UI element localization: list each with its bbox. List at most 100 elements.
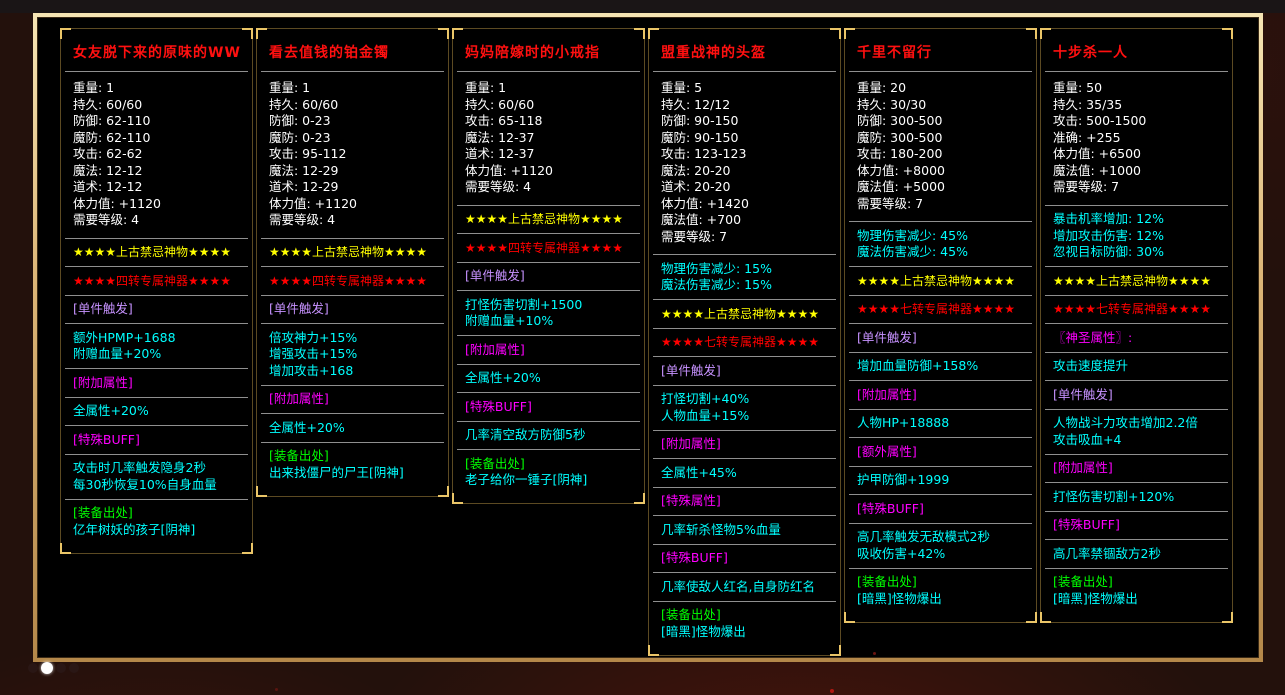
section-divider <box>457 290 640 291</box>
panel-corner-br-icon <box>1026 611 1037 623</box>
panel-corner-br-icon <box>438 485 449 497</box>
stat-line: 需要等级: 4 <box>73 212 140 227</box>
section-divider <box>849 71 1032 72</box>
item-section: 全属性+20% <box>463 365 634 393</box>
section-divider <box>261 413 444 414</box>
attr-line: 魔法伤害减少: 45% <box>857 244 968 259</box>
section-divider <box>1045 71 1228 72</box>
panel-corner-bl-icon <box>60 542 71 554</box>
item-section: [单件触发] <box>71 296 242 324</box>
section-divider <box>261 266 444 267</box>
panel-corner-bl-icon <box>1040 611 1051 623</box>
section-divider <box>849 266 1032 267</box>
stat-line: 魔防: 90-150 <box>661 129 739 145</box>
item-title: 十步杀一人 <box>1053 45 1128 61</box>
attr-line: 魔法伤害减少: 15% <box>661 277 772 292</box>
section-divider <box>65 323 248 324</box>
top-strip <box>0 0 1285 13</box>
stars-line: ★★★★上古禁忌神物★★★★ <box>1053 273 1212 288</box>
item-title: 盟重战神的头盔 <box>661 45 766 61</box>
stat-line: 持久: 35/35 <box>1053 96 1123 112</box>
item-section: ★★★★上古禁忌神物★★★★ <box>267 239 438 267</box>
item-section: 高几率禁锢敌方2秒 <box>1051 540 1222 568</box>
item-section: [单件触发] <box>463 263 634 291</box>
page-dot-3[interactable] <box>56 663 66 673</box>
section-divider <box>849 323 1032 324</box>
item-section: ★★★★七转专属神器★★★★ <box>659 329 830 357</box>
stat-line: 重量: 50 <box>1053 80 1103 95</box>
stat-line: 攻击: 62-62 <box>73 146 143 161</box>
item-section: [装备出处] [暗黑]怪物爆出 <box>659 602 830 646</box>
stars-line: ★★★★上古禁忌神物★★★★ <box>465 212 624 226</box>
stat-line: 体力值: +1120 <box>269 195 357 211</box>
attr-line: 攻击速度提升 <box>1053 358 1129 373</box>
source-label: [装备出处] <box>465 455 525 471</box>
stat-line: 体力值: +1120 <box>73 195 161 211</box>
stat-block: 重量: 1 持久: 60/60 攻击: 65-118 魔法: 12-37 道术: 12-… <box>463 72 634 205</box>
section-divider <box>653 384 836 386</box>
item-section: [额外属性] <box>855 438 1026 466</box>
attr-line: 增加血量防御+158% <box>857 358 979 373</box>
section-label: [附加属性] <box>73 374 133 390</box>
stat-line: 需要等级: 4 <box>269 212 336 227</box>
section-divider <box>1045 266 1228 267</box>
attr-line: 护甲防御+1999 <box>857 472 950 487</box>
source-label: [装备出处] <box>857 574 917 589</box>
background-speck <box>830 689 834 693</box>
stat-line: 魔法值: +1000 <box>1053 162 1141 178</box>
section-label: [特殊BUFF] <box>1053 517 1120 532</box>
section-label: [单件触发] <box>465 268 525 283</box>
section-divider <box>65 498 248 500</box>
item-section: [附加属性] <box>71 369 242 397</box>
section-divider <box>653 572 836 573</box>
page-dot-2[interactable] <box>41 662 53 674</box>
section-divider <box>65 425 248 426</box>
section-label: [附加属性] <box>465 341 525 357</box>
attr-line: [暗黑]怪物爆出 <box>661 623 746 639</box>
attr-line: 增强攻击+15% <box>269 346 358 361</box>
stat-line: 需要等级: 4 <box>465 179 532 194</box>
item-panel: 千里不留行 重量: 20 持久: 30/30 防御: 300-500 魔防: 300-5… <box>844 28 1037 623</box>
section-label: [单件触发] <box>73 301 133 316</box>
panel-corner-br-icon <box>1222 611 1233 623</box>
panel-corner-tl-icon <box>844 28 855 39</box>
panel-corner-tl-icon <box>648 28 659 39</box>
item-section: 额外HPMP+1688 附赠血量+20% <box>71 324 242 368</box>
section-label: [单件触发] <box>857 329 917 345</box>
section-divider <box>457 71 640 72</box>
panel-corner-tr-icon <box>242 28 253 39</box>
section-divider <box>653 486 836 488</box>
item-section: 全属性+45% <box>659 459 830 487</box>
item-section: 几率使敌人红名,自身防红名 <box>659 573 830 601</box>
section-divider <box>849 380 1032 381</box>
stars-line: ★★★★四转专属神器★★★★ <box>73 273 232 288</box>
panel-corner-br-icon <box>830 644 841 656</box>
panel-corner-tl-icon <box>256 28 267 39</box>
section-divider <box>1045 510 1228 512</box>
section-label: 〖神圣属性〗: <box>1053 329 1133 345</box>
stat-block: 重量: 5 持久: 12/12 防御: 90-150 魔防: 90-150 攻击: 12… <box>659 72 830 254</box>
item-section: ★★★★七转专属神器★★★★ <box>855 296 1026 324</box>
stat-line: 体力值: +1120 <box>465 162 553 178</box>
section-divider <box>653 327 836 329</box>
attr-line: 增加攻击伤害: 12% <box>1053 227 1164 243</box>
attr-line: 额外HPMP+1688 <box>73 329 176 345</box>
item-section: [特殊BUFF] <box>71 426 242 454</box>
stat-line: 攻击: 123-123 <box>661 146 747 161</box>
page-dot-1[interactable] <box>28 663 38 673</box>
section-divider <box>1045 294 1228 296</box>
item-section: 打怪切割+40% 人物血量+15% <box>659 386 830 430</box>
section-label: [特殊BUFF] <box>465 398 532 414</box>
stat-line: 重量: 5 <box>661 80 703 95</box>
section-divider <box>261 71 444 72</box>
page-dot-4[interactable] <box>69 663 79 673</box>
item-section: ★★★★上古禁忌神物★★★★ <box>71 239 242 267</box>
item-section: 几率清空敌方防御5秒 <box>463 422 634 450</box>
stat-line: 体力值: +8000 <box>857 162 945 178</box>
stat-line: 魔法: 20-20 <box>661 162 731 178</box>
section-divider <box>1045 204 1228 206</box>
stat-block: 重量: 20 持久: 30/30 防御: 300-500 魔防: 300-500 攻击:… <box>855 72 1026 221</box>
stat-line: 防御: 0-23 <box>269 113 331 128</box>
item-section: ★★★★上古禁忌神物★★★★ <box>855 267 1026 295</box>
stat-line: 道术: 12-12 <box>73 179 143 194</box>
